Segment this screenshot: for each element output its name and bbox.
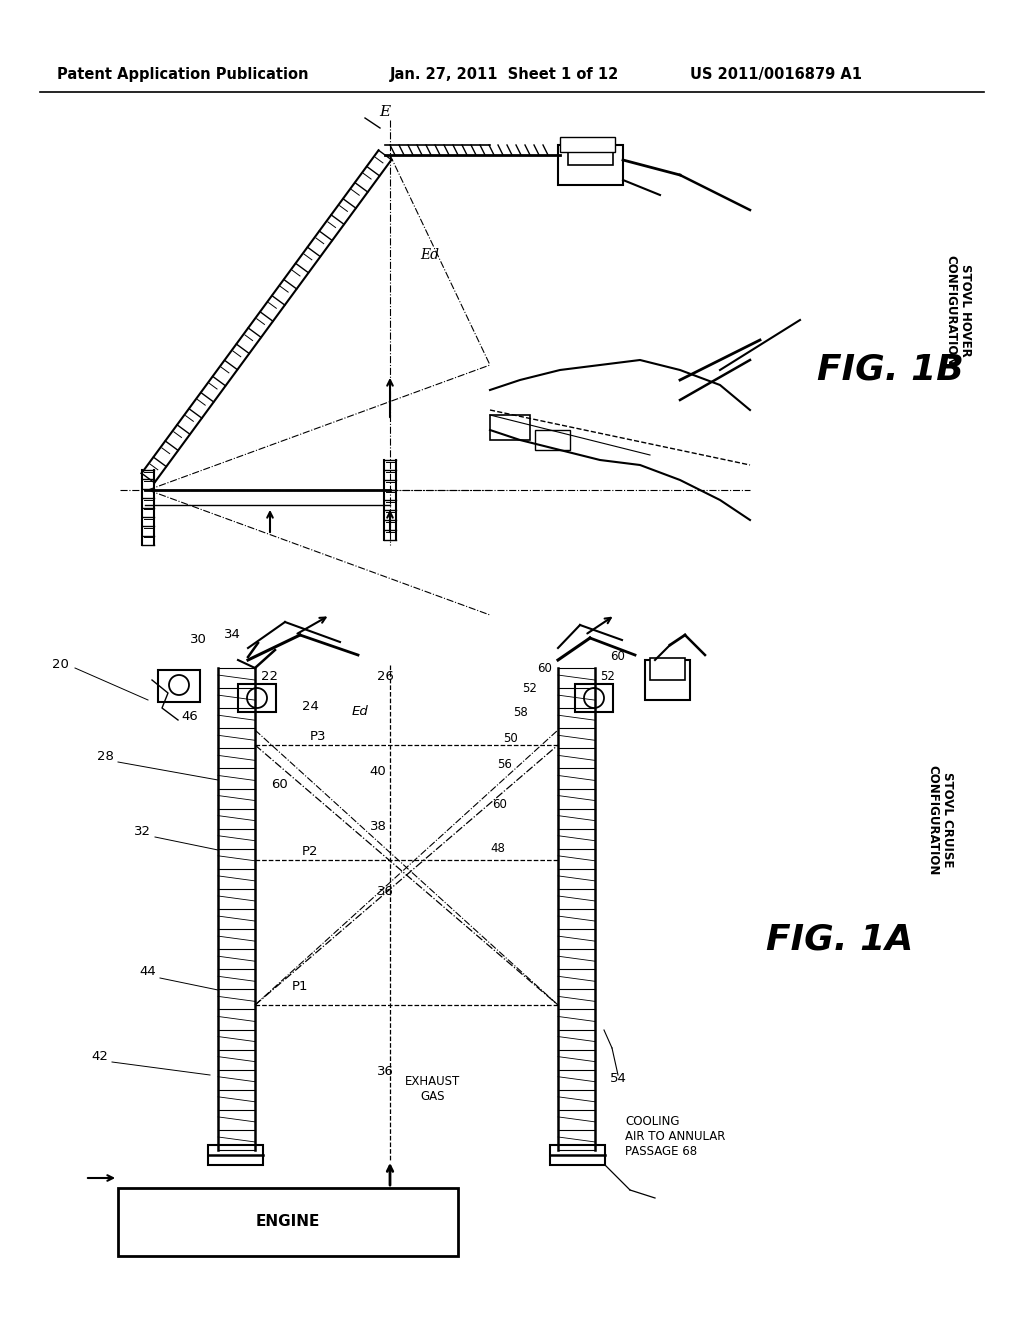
Text: 36: 36: [377, 1065, 393, 1078]
Bar: [208, 1144, 263, 1166]
Text: Ed: Ed: [421, 248, 439, 261]
Text: 52: 52: [600, 671, 615, 682]
Text: 40: 40: [370, 766, 386, 777]
Bar: [560, 137, 615, 152]
Text: 44: 44: [139, 965, 157, 978]
Bar: [238, 684, 276, 711]
Text: 34: 34: [223, 628, 241, 642]
Text: FIG. 1B: FIG. 1B: [816, 352, 964, 387]
Circle shape: [584, 688, 604, 708]
Text: 60: 60: [271, 777, 289, 791]
Text: EXHAUST
GAS: EXHAUST GAS: [406, 1074, 460, 1104]
Text: 60: 60: [493, 799, 508, 810]
Bar: [650, 657, 685, 680]
Text: Patent Application Publication: Patent Application Publication: [57, 67, 308, 82]
Circle shape: [247, 688, 267, 708]
Text: 38: 38: [370, 820, 386, 833]
Bar: [158, 671, 200, 702]
Bar: [575, 684, 613, 711]
Text: STOVL HOVER
CONFIGURATION: STOVL HOVER CONFIGURATION: [944, 255, 972, 366]
Text: 20: 20: [51, 657, 69, 671]
Bar: [558, 145, 623, 185]
Text: 28: 28: [96, 750, 114, 763]
Text: COOLING
AIR TO ANNULAR
PASSAGE 68: COOLING AIR TO ANNULAR PASSAGE 68: [625, 1115, 725, 1158]
Text: 52: 52: [522, 682, 538, 696]
Text: 54: 54: [609, 1072, 627, 1085]
Text: FIG. 1A: FIG. 1A: [766, 923, 913, 957]
Text: 26: 26: [377, 671, 393, 682]
Text: Ed: Ed: [351, 705, 369, 718]
Text: 22: 22: [261, 671, 279, 682]
Bar: [490, 414, 530, 440]
Bar: [568, 143, 613, 165]
Text: 56: 56: [498, 758, 512, 771]
Bar: [535, 430, 570, 450]
Text: 24: 24: [301, 700, 318, 713]
Text: 48: 48: [490, 842, 506, 855]
Text: 42: 42: [91, 1049, 109, 1063]
Text: 32: 32: [133, 825, 151, 838]
Text: 30: 30: [189, 634, 207, 645]
Bar: [118, 1188, 458, 1257]
Text: P3: P3: [309, 730, 327, 743]
Text: 36: 36: [377, 884, 393, 898]
Bar: [550, 1144, 605, 1166]
Text: 46: 46: [181, 710, 199, 723]
Text: STOVL CRUISE
CONFIGURATION: STOVL CRUISE CONFIGURATION: [926, 764, 954, 875]
Text: ENGINE: ENGINE: [256, 1214, 321, 1229]
Text: Jan. 27, 2011  Sheet 1 of 12: Jan. 27, 2011 Sheet 1 of 12: [390, 67, 620, 82]
Text: US 2011/0016879 A1: US 2011/0016879 A1: [690, 67, 862, 82]
Text: E: E: [380, 106, 390, 119]
Text: 50: 50: [503, 733, 517, 744]
Text: 60: 60: [538, 663, 552, 675]
Circle shape: [169, 675, 189, 696]
Text: 60: 60: [610, 649, 626, 663]
Text: P2: P2: [302, 845, 318, 858]
Bar: [645, 660, 690, 700]
Text: P1: P1: [292, 979, 308, 993]
Text: 58: 58: [513, 706, 527, 719]
